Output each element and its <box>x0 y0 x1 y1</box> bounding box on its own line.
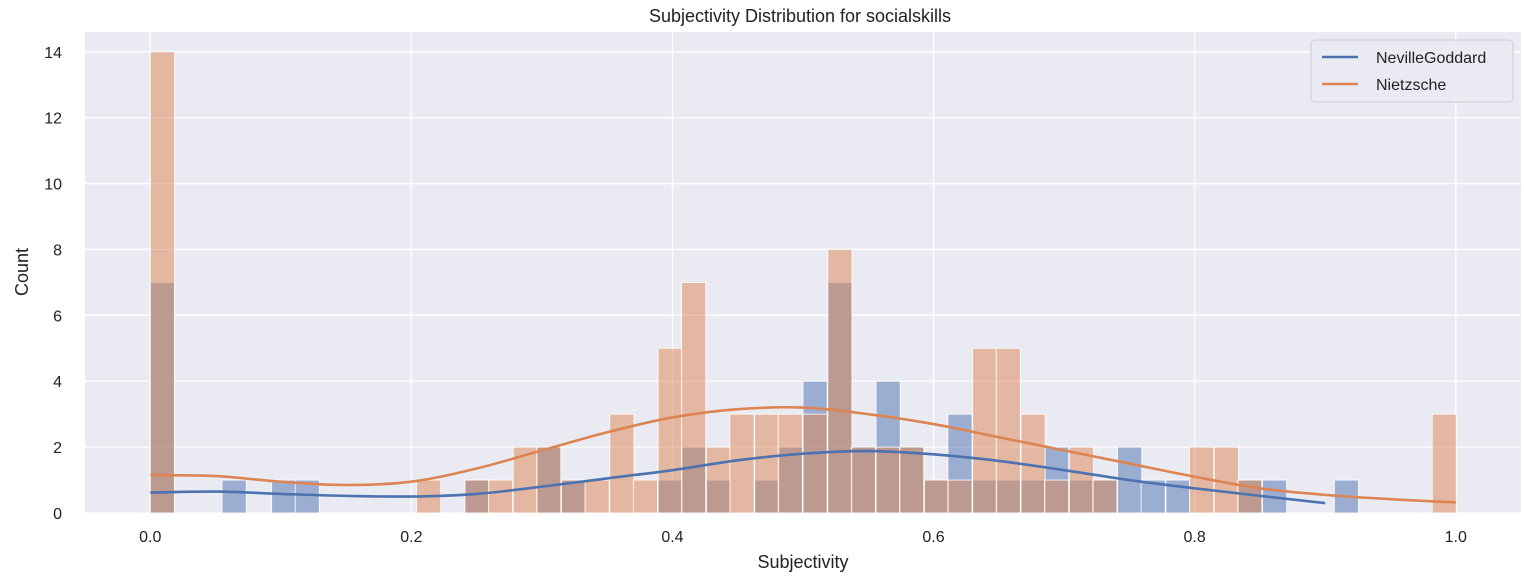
bar-nietzsche <box>850 446 876 514</box>
bar-nietzsche <box>561 479 587 514</box>
y-tick-label: 4 <box>53 374 62 391</box>
y-tick-label: 2 <box>53 440 62 457</box>
bar-nietzsche <box>729 413 755 514</box>
bar-nietzsche <box>536 446 562 514</box>
legend-label-nevillegoddard: NevilleGoddard <box>1376 50 1486 67</box>
bar-nietzsche <box>777 413 803 514</box>
legend-box <box>1310 39 1514 103</box>
y-tick-labels: 0 2 4 6 8 10 12 14 <box>44 45 62 523</box>
x-axis-label: Subjectivity <box>757 552 848 572</box>
bar-nietzsche <box>149 51 175 514</box>
bar-nietzsche <box>972 347 998 514</box>
x-tick-label: 0.2 <box>400 529 422 546</box>
x-tick-label: 0.6 <box>922 529 944 546</box>
chart-title: Subjectivity Distribution for socialskil… <box>649 6 951 26</box>
y-tick-label: 8 <box>53 242 62 259</box>
bar-nevillegoddard <box>294 479 320 514</box>
bar-nietzsche <box>681 281 707 514</box>
bar-nietzsche <box>584 479 610 514</box>
bar-nietzsche <box>924 479 949 514</box>
y-tick-label: 14 <box>44 45 62 62</box>
bar-nietzsche <box>995 347 1021 514</box>
x-tick-label: 0.0 <box>139 529 161 546</box>
x-tick-label: 0.8 <box>1184 529 1206 546</box>
bar-nietzsche <box>464 479 490 514</box>
bar-nietzsche <box>487 479 513 514</box>
bar-nietzsche <box>1092 479 1118 514</box>
y-axis-label: Count <box>12 248 32 296</box>
y-tick-label: 0 <box>53 506 62 523</box>
bar-nevillegoddard <box>1140 479 1166 514</box>
bar-nietzsche <box>1068 446 1094 514</box>
y-tick-label: 6 <box>53 308 62 325</box>
kde-line-nietzsche <box>150 405 1456 504</box>
bar-nietzsche <box>802 413 828 514</box>
legend: NevilleGoddard Nietzsche <box>1310 39 1514 103</box>
y-tick-label: 10 <box>44 177 62 194</box>
bar-nietzsche <box>899 446 925 514</box>
x-tick-label: 0.4 <box>661 529 683 546</box>
x-tick-label: 1.0 <box>1445 529 1467 546</box>
bar-nietzsche <box>875 446 901 514</box>
bar-nietzsche <box>1431 413 1457 514</box>
bar-nietzsche <box>947 479 973 514</box>
bar-nietzsche <box>827 249 853 514</box>
legend-label-nietzsche: Nietzsche <box>1376 77 1446 94</box>
bar-nietzsche <box>657 347 683 514</box>
bar-nietzsche <box>632 479 658 514</box>
y-tick-label: 12 <box>44 111 62 128</box>
kde-line-nevillegoddard <box>150 449 1326 505</box>
bar-nietzsche <box>1044 479 1070 514</box>
bar-nietzsche <box>754 413 780 514</box>
bar-nevillegoddard <box>271 479 297 514</box>
x-tick-labels: 0.0 0.2 0.4 0.6 0.8 1.0 <box>139 529 1467 546</box>
kde-curves <box>150 405 1456 505</box>
bar-nevillegoddard <box>221 479 247 514</box>
bar-nietzsche <box>705 446 731 514</box>
